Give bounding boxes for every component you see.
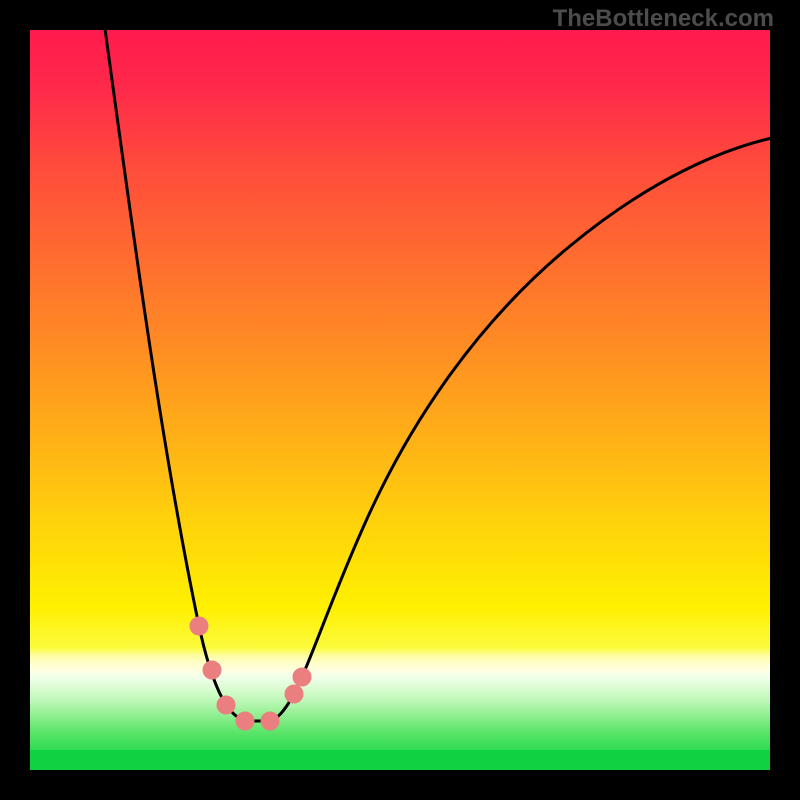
curve-layer — [30, 30, 770, 770]
curve-marker — [217, 696, 235, 714]
curve-marker — [261, 712, 279, 730]
curve-marker — [203, 661, 221, 679]
plot-area — [30, 30, 770, 770]
floor-band — [30, 750, 770, 770]
watermark-text: TheBottleneck.com — [553, 5, 774, 33]
curve-marker — [190, 617, 208, 635]
curve-marker — [293, 668, 311, 686]
bottleneck-curve — [105, 30, 770, 721]
curve-marker — [285, 685, 303, 703]
curve-marker — [236, 712, 254, 730]
chart-canvas: TheBottleneck.com — [0, 0, 800, 800]
